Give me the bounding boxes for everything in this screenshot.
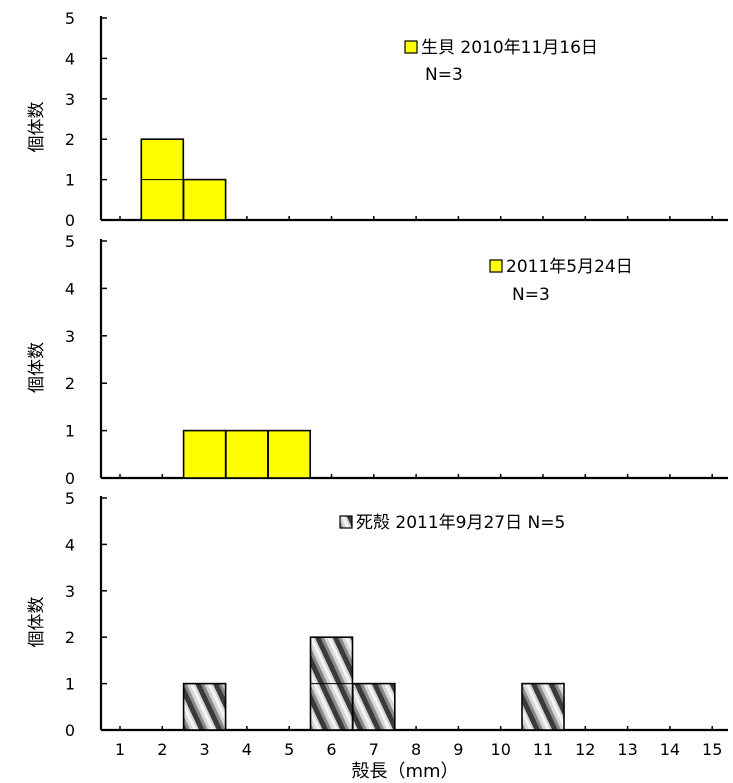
bar xyxy=(225,429,269,479)
legend-note: N=3 xyxy=(512,285,550,305)
y-tick-label: 3 xyxy=(65,90,75,109)
x-axis-label: 殻長（mm） xyxy=(351,761,458,782)
bar xyxy=(182,682,227,731)
y-tick-label: 1 xyxy=(65,422,75,441)
y-tick-label: 5 xyxy=(65,9,75,28)
y-tick-label: 1 xyxy=(65,675,75,694)
legend-swatch xyxy=(489,259,503,273)
x-tick-label: 1 xyxy=(115,740,125,759)
y-tick-label: 5 xyxy=(65,489,75,508)
x-tick-label: 6 xyxy=(326,740,336,759)
y-tick-label: 0 xyxy=(65,721,75,740)
y-tick-label: 3 xyxy=(65,582,75,601)
x-tick-label: 13 xyxy=(617,740,637,759)
y-tick-label: 4 xyxy=(65,49,75,68)
y-tick-label: 4 xyxy=(65,279,75,298)
y-axis-label: 個体数 xyxy=(27,102,47,153)
y-tick-label: 0 xyxy=(65,211,75,230)
bar xyxy=(182,429,227,479)
y-tick-label: 3 xyxy=(65,327,75,346)
y-tick-label: 0 xyxy=(65,469,75,488)
x-tick-label: 2 xyxy=(157,740,167,759)
x-tick-label: 8 xyxy=(411,740,421,759)
x-tick-label: 14 xyxy=(660,740,680,759)
bar xyxy=(182,178,227,221)
x-tick-label: 15 xyxy=(702,740,722,759)
x-tick-label: 4 xyxy=(242,740,252,759)
x-tick-label: 12 xyxy=(575,740,595,759)
x-tick-labels: 1 2 3 4 5 6 7 8 9 10 11 12 13 14 15 xyxy=(115,740,722,759)
x-tick-label: 11 xyxy=(533,740,553,759)
legend-label: 2011年5月24日 xyxy=(506,257,633,277)
y-tick-label: 2 xyxy=(65,130,75,149)
panel-dead-shells: 0 1 2 3 4 5 個体数 死殻 2011年9月27日 N=5 xyxy=(27,489,728,740)
bar xyxy=(521,682,565,731)
x-tick-label: 9 xyxy=(453,740,463,759)
panel-live-shells: 0 1 2 3 4 5 個体数 生貝 2010年11月16日 N=3 xyxy=(27,9,728,230)
y-tick-label: 2 xyxy=(65,628,75,647)
x-tick-label: 7 xyxy=(369,740,379,759)
legend-label: 死殻 2011年9月27日 N=5 xyxy=(356,513,565,533)
x-tick-label: 3 xyxy=(200,740,210,759)
y-tick-label: 5 xyxy=(65,232,75,251)
x-tick-label: 10 xyxy=(491,740,511,759)
y-tick-label: 2 xyxy=(65,374,75,393)
bar xyxy=(267,429,312,479)
panel-2011-may: 0 1 2 3 4 5 個体数 2011年5月24日 N=3 xyxy=(27,232,728,488)
y-tick-label: 1 xyxy=(65,171,75,190)
legend-label: 生貝 2010年11月16日 xyxy=(421,38,598,58)
y-axis-label: 個体数 xyxy=(27,342,47,393)
legend-note: N=3 xyxy=(425,65,463,85)
y-axis-label: 個体数 xyxy=(27,597,47,648)
x-tick-label: 5 xyxy=(284,740,294,759)
legend-swatch xyxy=(404,40,418,54)
bar xyxy=(351,682,396,731)
legend-swatch xyxy=(339,515,353,529)
y-tick-label: 4 xyxy=(65,535,75,554)
